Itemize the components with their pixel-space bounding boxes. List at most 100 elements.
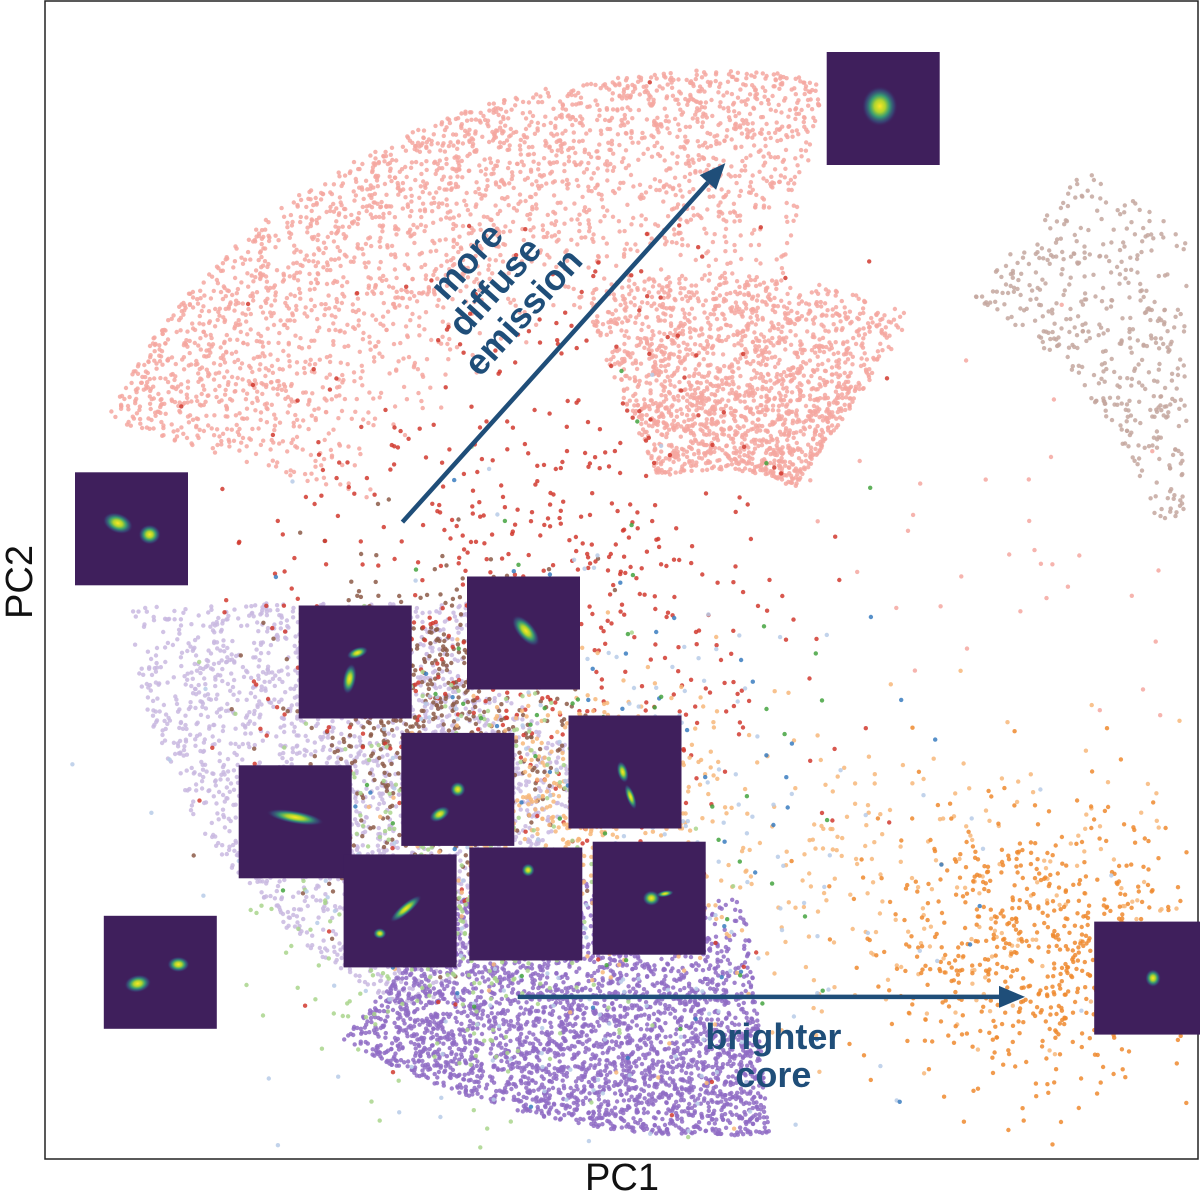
data-point: [562, 162, 567, 167]
data-point: [698, 401, 703, 406]
data-point: [383, 149, 388, 155]
data-point: [814, 82, 819, 87]
data-point: [834, 364, 839, 369]
data-point: [751, 398, 756, 403]
data-point: [246, 284, 251, 289]
data-point: [305, 314, 310, 319]
data-point: [392, 175, 398, 180]
data-point: [657, 179, 663, 184]
data-point: [159, 397, 164, 402]
data-point: [737, 173, 742, 179]
data-point: [669, 85, 675, 91]
data-point: [482, 157, 487, 162]
data-point: [443, 237, 448, 242]
data-point: [744, 127, 749, 132]
data-point: [699, 327, 704, 332]
data-point: [259, 241, 264, 247]
data-point: [622, 116, 627, 121]
data-point: [322, 437, 327, 443]
data-point: [227, 301, 233, 307]
data-point: [368, 487, 373, 492]
data-point: [297, 290, 303, 296]
data-point: [822, 368, 828, 373]
data-point: [624, 329, 629, 334]
data-point: [850, 362, 855, 367]
data-point: [456, 213, 462, 218]
data-point: [287, 364, 292, 369]
data-point: [687, 163, 692, 169]
data-point: [679, 411, 685, 416]
data-point: [801, 119, 806, 125]
data-point: [735, 70, 741, 76]
data-point: [683, 134, 688, 139]
data-point: [672, 296, 677, 302]
data-point: [597, 107, 602, 113]
data-point: [289, 381, 294, 387]
data-point: [818, 299, 823, 305]
data-point: [672, 116, 678, 122]
data-point: [369, 205, 375, 210]
data-point: [667, 130, 672, 136]
data-point: [356, 323, 361, 328]
data-point: [531, 95, 536, 100]
data-point: [737, 454, 742, 459]
data-point: [364, 495, 369, 500]
data-point: [733, 300, 739, 305]
data-point: [353, 176, 358, 182]
data-point: [406, 354, 412, 360]
data-point: [353, 309, 359, 315]
data-point: [465, 153, 470, 159]
data-point: [302, 311, 307, 316]
data-point: [283, 388, 289, 393]
data-point: [683, 294, 689, 299]
data-point: [272, 298, 278, 303]
data-point: [666, 469, 671, 475]
data-point: [313, 277, 319, 282]
data-point: [799, 365, 805, 371]
data-point: [263, 298, 268, 304]
data-point: [698, 343, 703, 348]
data-point: [732, 343, 737, 348]
data-point: [677, 281, 682, 286]
data-point: [371, 396, 376, 401]
data-point: [548, 161, 553, 167]
data-point: [677, 324, 682, 329]
data-point: [617, 362, 622, 367]
data-point: [224, 332, 229, 338]
data-point: [372, 416, 378, 421]
data-point: [223, 387, 228, 393]
data-point: [237, 448, 242, 453]
data-point: [734, 304, 740, 309]
data-point: [566, 159, 572, 164]
data-point: [239, 440, 244, 445]
data-point: [407, 296, 412, 301]
data-point: [428, 385, 433, 390]
data-point: [284, 303, 290, 309]
data-point: [145, 370, 150, 376]
data-point: [141, 387, 146, 392]
data-point: [781, 397, 787, 403]
data-point: [708, 131, 713, 137]
data-point: [635, 384, 640, 389]
data-point: [861, 326, 866, 331]
data-point: [699, 75, 705, 80]
data-point: [533, 202, 539, 207]
data-point: [845, 339, 850, 344]
data-point: [874, 312, 879, 317]
data-point: [691, 213, 696, 218]
data-point: [246, 379, 251, 384]
data-point: [686, 290, 692, 295]
data-point: [807, 80, 813, 86]
data-point: [732, 109, 737, 114]
data-point: [189, 622, 194, 627]
data-point: [467, 110, 473, 115]
data-point: [719, 187, 724, 192]
data-point: [859, 356, 864, 361]
data-point: [225, 288, 230, 293]
data-point: [642, 397, 647, 402]
data-point: [289, 756, 294, 762]
data-point: [795, 163, 800, 168]
data-point: [782, 431, 787, 436]
data-point: [210, 342, 216, 347]
data-point: [601, 235, 606, 241]
